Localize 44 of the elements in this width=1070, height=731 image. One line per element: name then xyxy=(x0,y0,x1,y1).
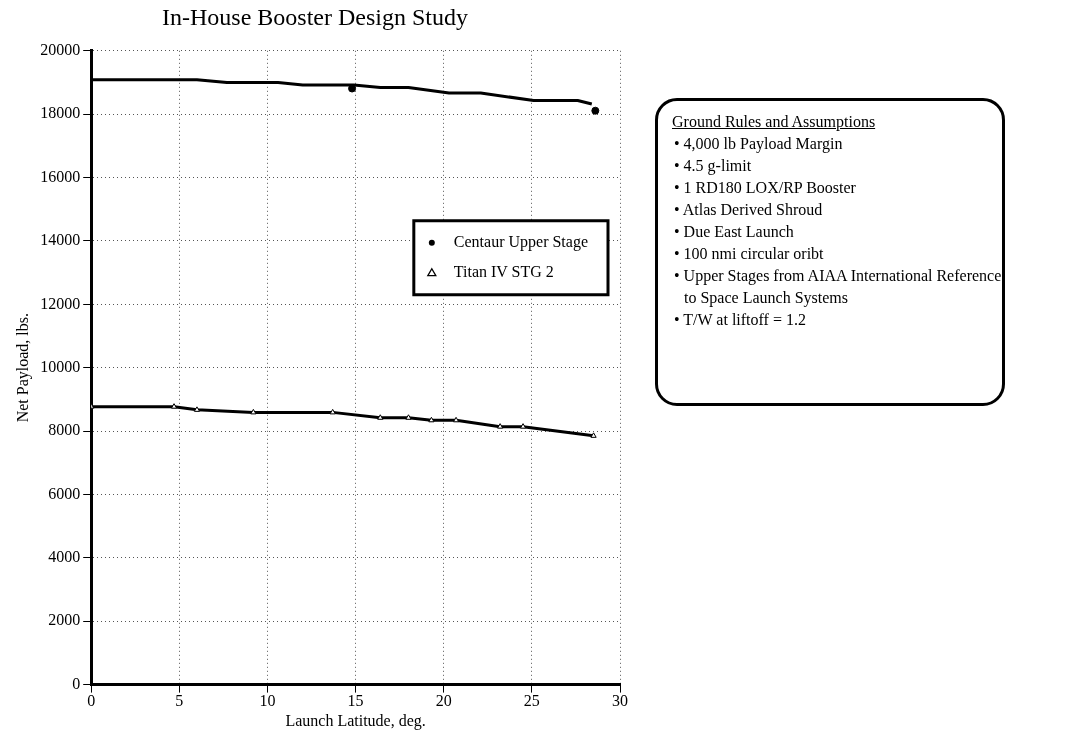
text: • Upper Stages from AIAA International Reference to Space Launch Systems xyxy=(673,266,1002,309)
y-tick-label: 6000 xyxy=(48,484,81,502)
y-tick-label: 8000 xyxy=(48,421,81,439)
chart-title: In-House Booster Design Study xyxy=(162,3,468,30)
point xyxy=(590,432,597,438)
y-tick-label: 4000 xyxy=(48,548,81,566)
y-tick-label: 14000 xyxy=(40,231,81,249)
x-tick-label: 5 xyxy=(175,692,184,710)
point xyxy=(250,408,257,415)
y-tick-label: 2000 xyxy=(48,611,81,629)
point xyxy=(170,403,178,409)
x-tick-label: 30 xyxy=(612,692,628,710)
y-tick-label: 10000 xyxy=(40,357,81,375)
point xyxy=(428,416,435,423)
point xyxy=(519,423,527,429)
text: • 1 RD180 LOX/RP Booster xyxy=(673,178,857,198)
y-axis-title: Net Payload, lbs. xyxy=(13,313,32,423)
legend-label: Titan IV STG 2 xyxy=(453,262,554,280)
x-axis-title: Launch Latitude, deg. xyxy=(285,711,426,730)
x-tick-label: 15 xyxy=(347,692,364,710)
text: • 100 nmi circular oribt xyxy=(673,244,825,264)
point xyxy=(405,414,412,420)
y-tick-label: 18000 xyxy=(40,104,81,122)
text: • 4,000 lb Payload Margin xyxy=(673,134,844,155)
point xyxy=(591,106,600,115)
text: • 4.5 g-limit xyxy=(673,156,753,177)
text: Ground Rules and Assumptions xyxy=(672,112,877,133)
point xyxy=(452,416,460,423)
x-tick-label: 10 xyxy=(259,692,276,710)
y-tick-label: 20000 xyxy=(40,41,81,58)
point xyxy=(377,414,384,420)
x-tick-label: 0 xyxy=(87,692,96,710)
y-tick-label: 16000 xyxy=(40,167,81,185)
y-tick-label: 12000 xyxy=(40,294,81,312)
point xyxy=(193,406,201,412)
point xyxy=(329,408,336,415)
text: • Due East Launch xyxy=(673,222,795,242)
x-tick-label: 20 xyxy=(435,692,452,710)
y-tick-label: 0 xyxy=(72,674,81,692)
text: • Atlas Derived Shroud xyxy=(673,200,824,220)
legend-label: Centaur Upper Stage xyxy=(453,232,589,251)
text: • T/W at liftoff = 1.2 xyxy=(673,310,807,330)
point xyxy=(497,423,504,429)
x-tick-label: 25 xyxy=(523,692,540,710)
